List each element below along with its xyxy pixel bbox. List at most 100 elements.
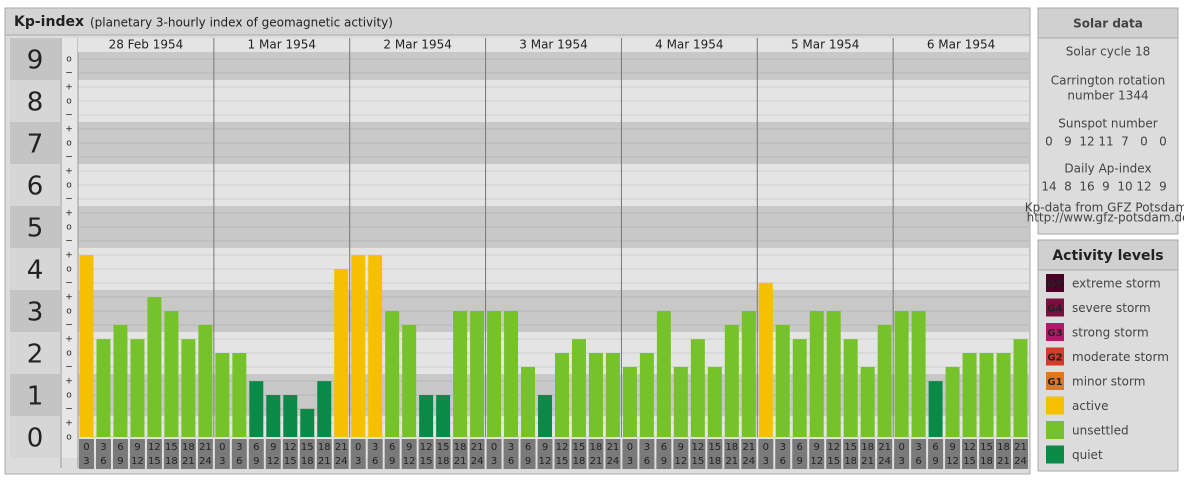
date-bg [213,38,350,52]
date-label: 5 Mar 1954 [791,38,859,52]
kp-bar [809,311,824,437]
hour-cell [503,439,519,469]
hour-cell [877,439,893,469]
legend-swatch [1046,372,1064,390]
hour-cell [809,439,825,469]
hour-cell [588,439,604,469]
kp-bar [419,395,434,437]
hour-start: 3 [915,442,921,453]
hour-cell [962,439,978,469]
legend-swatch [1046,323,1064,341]
hour-end: 18 [437,456,450,467]
hour-end: 6 [236,456,242,467]
hour-cell [486,439,502,469]
hour-end: 6 [915,456,921,467]
hour-cell [299,439,315,469]
hour-cell [622,439,638,469]
hour-cell [214,439,230,469]
sunspot-value: 0 [1140,135,1148,149]
hour-end: 18 [301,456,314,467]
minor-tick-label: o [66,55,72,65]
hour-end: 15 [691,456,704,467]
legend-swatch [1046,396,1064,415]
kp-bar [775,324,790,437]
hour-cell [520,439,536,469]
hour-cell [248,439,264,469]
solar-text: http://www.gfz-potsdam.de [1027,211,1184,225]
hour-cell [79,439,94,469]
date-bg [485,38,622,52]
kp-bar [911,311,926,437]
hour-start: 3 [372,442,378,453]
ap-value: 12 [1136,180,1151,194]
kp-bar [741,311,756,437]
legend-label: minor storm [1072,375,1145,389]
hour-start: 18 [182,442,195,453]
hour-start: 0 [83,442,89,453]
hour-end: 21 [725,456,738,467]
hour-start: 15 [844,442,857,453]
hour-start: 3 [100,442,106,453]
minor-tick-label: o [66,307,72,317]
kp-bar [283,395,298,437]
hour-cell [367,439,383,469]
legend-label: unsettled [1072,424,1129,438]
hour-end: 15 [420,456,433,467]
hour-end: 15 [284,456,297,467]
hour-cell [843,439,859,469]
kp-bar [724,324,739,437]
hour-start: 6 [525,442,531,453]
kp-bar [894,311,909,437]
minor-tick-label: − [65,279,73,289]
hour-cell [265,439,281,469]
kp-label-bg [10,416,60,458]
legend-label: active [1072,399,1108,413]
date-bg [78,38,214,52]
y-tick-label: 1 [27,382,44,412]
hour-start: 15 [708,442,721,453]
legend-label: moderate storm [1072,350,1169,364]
solar-text: Solar cycle 18 [1066,45,1151,59]
legend-swatch [1046,298,1064,317]
y-tick-label: 9 [27,46,44,76]
hour-end: 12 [810,456,823,467]
hour-cell [112,439,128,469]
hour-end: 9 [525,456,531,467]
minor-tick-label: o [66,223,72,233]
ap-value: 10 [1117,180,1132,194]
kp-bar [588,353,603,437]
kp-bar [96,339,111,437]
hour-end: 21 [997,456,1010,467]
legend-badge: G4 [1047,304,1062,315]
kp-bar [453,311,468,437]
hour-start: 3 [780,442,786,453]
hour-start: 0 [355,442,361,453]
legend-label: severe storm [1072,301,1151,315]
kp-bar [436,395,451,437]
minor-tick-label: + [65,419,73,429]
hour-end: 12 [539,456,552,467]
kp-label-bg [10,332,60,374]
hour-start: 0 [627,442,633,453]
kp-bar [504,311,519,437]
hour-cell [945,439,961,469]
hour-start: 12 [963,442,976,453]
hour-end: 24 [199,456,212,467]
ap-value: 8 [1064,180,1072,194]
hour-start: 6 [389,442,395,453]
minor-tick-label: + [65,251,73,261]
kp-bar [877,324,892,437]
hour-cell [860,439,876,469]
kp-bar [334,269,349,437]
hour-start: 9 [542,442,548,453]
legend-label: quiet [1072,448,1103,462]
kp-bar [300,408,315,437]
hour-cell [537,439,553,469]
kp-bar [215,353,230,437]
kp-bar [351,255,366,437]
solar-text: number 1344 [1067,89,1148,103]
legend-badge: G3 [1047,328,1062,339]
hour-end: 24 [335,456,348,467]
hour-cell [707,439,723,469]
chart-subtitle: (planetary 3-hourly index of geomagnetic… [90,16,393,30]
